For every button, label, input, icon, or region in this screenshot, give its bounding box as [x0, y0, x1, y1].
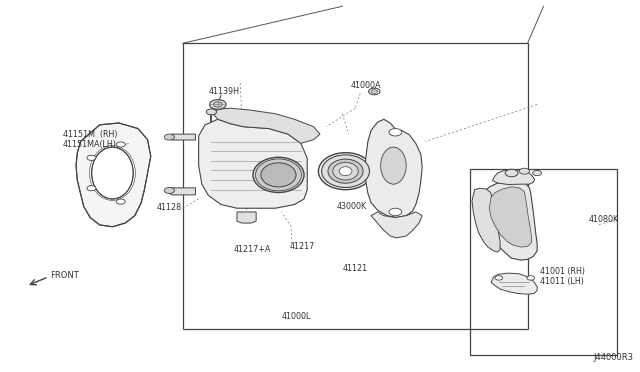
Ellipse shape — [253, 157, 304, 192]
Ellipse shape — [381, 147, 406, 184]
Ellipse shape — [319, 153, 372, 190]
Polygon shape — [492, 169, 534, 185]
Text: 41080K: 41080K — [589, 215, 619, 224]
Text: 41121: 41121 — [342, 264, 367, 273]
Polygon shape — [170, 188, 195, 195]
Circle shape — [369, 88, 380, 95]
Polygon shape — [491, 273, 537, 294]
Text: FRONT: FRONT — [51, 271, 79, 280]
Text: J44000R3: J44000R3 — [593, 353, 633, 362]
Text: 41000A: 41000A — [351, 81, 381, 90]
Text: 41011 (LH): 41011 (LH) — [540, 277, 584, 286]
Text: 41001 (RH): 41001 (RH) — [540, 267, 586, 276]
Circle shape — [389, 129, 402, 136]
Ellipse shape — [333, 162, 358, 180]
Polygon shape — [483, 179, 537, 260]
Text: 41128: 41128 — [156, 203, 181, 212]
Polygon shape — [211, 108, 320, 143]
Ellipse shape — [261, 163, 296, 187]
Circle shape — [116, 199, 125, 204]
Circle shape — [495, 276, 502, 280]
Text: 43000K: 43000K — [337, 202, 367, 211]
Circle shape — [505, 169, 518, 177]
Circle shape — [116, 142, 125, 147]
Text: 41217+A: 41217+A — [234, 244, 271, 253]
Ellipse shape — [255, 159, 301, 191]
Circle shape — [209, 100, 226, 109]
Circle shape — [532, 170, 541, 176]
Text: 41151MA(LH): 41151MA(LH) — [63, 140, 116, 149]
Ellipse shape — [328, 159, 363, 183]
Polygon shape — [76, 123, 151, 227]
Circle shape — [87, 155, 96, 160]
Ellipse shape — [92, 147, 133, 199]
Polygon shape — [371, 212, 422, 238]
Polygon shape — [489, 187, 531, 247]
Circle shape — [164, 187, 174, 193]
Polygon shape — [237, 212, 256, 223]
Circle shape — [213, 102, 222, 107]
Text: 41217: 41217 — [290, 241, 316, 250]
Circle shape — [389, 208, 402, 216]
Circle shape — [206, 109, 216, 115]
Circle shape — [87, 186, 96, 191]
Ellipse shape — [321, 155, 369, 187]
Circle shape — [371, 90, 378, 93]
Circle shape — [164, 134, 174, 140]
Bar — [470, 169, 617, 355]
Text: 41151M  (RH): 41151M (RH) — [63, 130, 117, 140]
Bar — [182, 43, 527, 329]
Ellipse shape — [339, 167, 352, 176]
Text: 41000L: 41000L — [282, 312, 311, 321]
Polygon shape — [198, 119, 307, 208]
Polygon shape — [170, 134, 195, 140]
Polygon shape — [472, 188, 500, 252]
Polygon shape — [365, 119, 422, 218]
Circle shape — [527, 276, 534, 280]
Circle shape — [519, 168, 529, 174]
Text: 41139H: 41139H — [208, 87, 239, 96]
